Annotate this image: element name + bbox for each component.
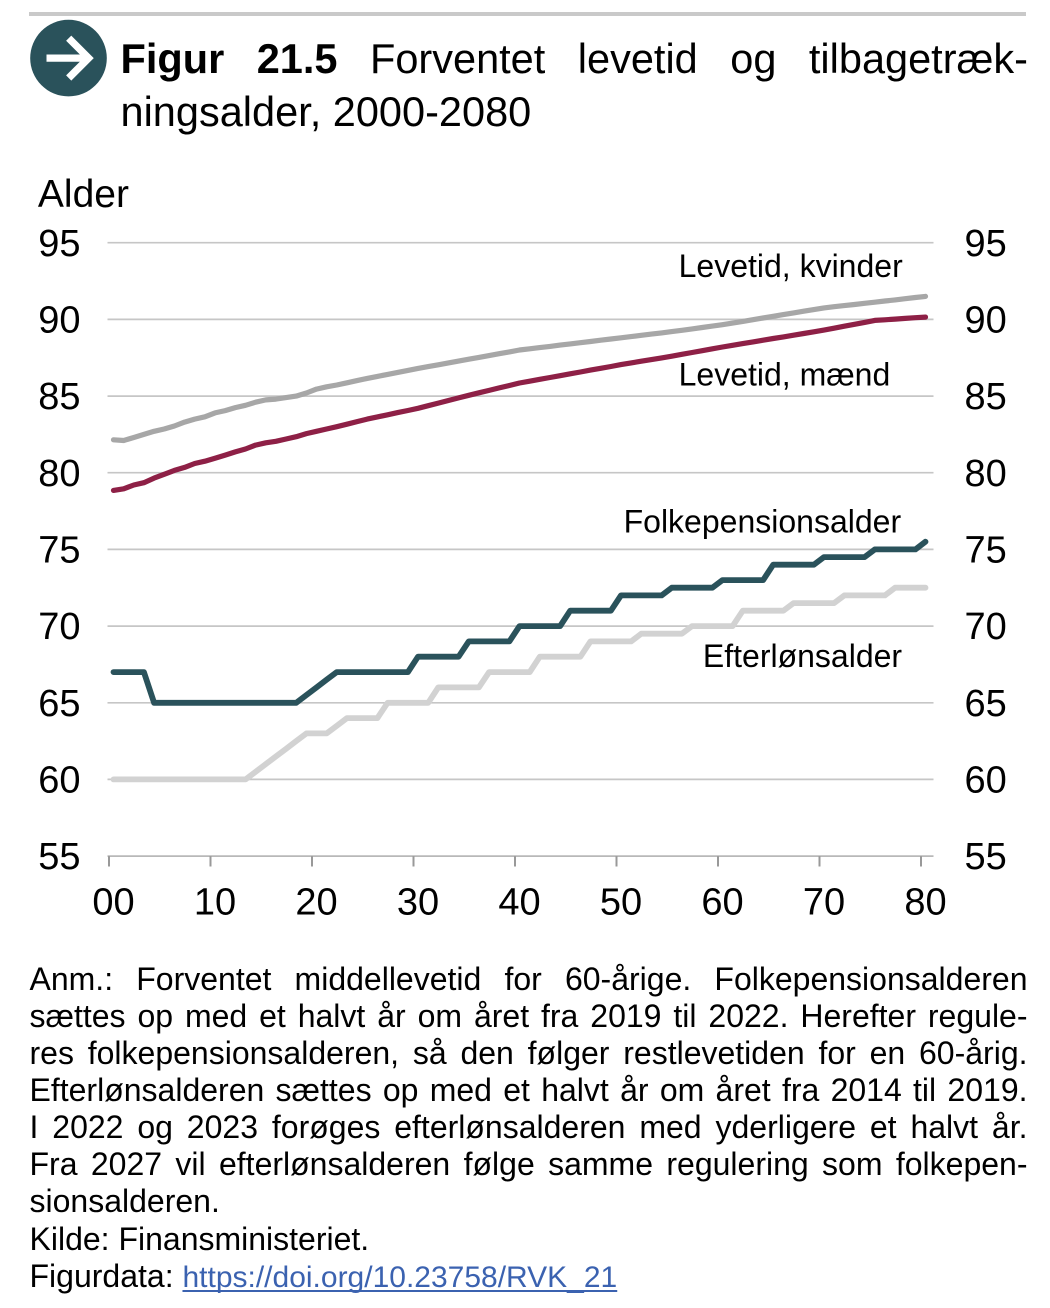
svg-text:90: 90 — [38, 300, 80, 342]
svg-text:65: 65 — [38, 683, 80, 725]
svg-text:70: 70 — [965, 606, 1007, 648]
svg-text:70: 70 — [803, 882, 845, 924]
svg-text:60: 60 — [38, 760, 80, 802]
svg-text:10: 10 — [194, 882, 236, 924]
svg-text:85: 85 — [38, 376, 80, 418]
svg-text:55: 55 — [38, 836, 80, 878]
svg-text:Alder: Alder — [38, 173, 129, 216]
svg-text:75: 75 — [38, 530, 80, 572]
svg-text:95: 95 — [38, 223, 80, 265]
svg-text:40: 40 — [498, 882, 540, 924]
svg-text:80: 80 — [38, 453, 80, 495]
svg-text:50: 50 — [600, 882, 642, 924]
svg-text:75: 75 — [965, 530, 1007, 572]
svg-text:Levetid, mænd: Levetid, mænd — [679, 357, 891, 393]
svg-text:00: 00 — [92, 882, 134, 924]
svg-text:60: 60 — [965, 760, 1007, 802]
svg-text:20: 20 — [295, 882, 337, 924]
svg-text:70: 70 — [38, 606, 80, 648]
svg-text:65: 65 — [965, 683, 1007, 725]
svg-text:95: 95 — [965, 223, 1007, 265]
svg-text:60: 60 — [701, 882, 743, 924]
svg-text:Efterlønsalder: Efterlønsalder — [703, 638, 903, 674]
svg-text:Levetid, kvinder: Levetid, kvinder — [679, 248, 903, 284]
svg-text:80: 80 — [904, 882, 946, 924]
svg-text:90: 90 — [965, 300, 1007, 342]
svg-text:55: 55 — [965, 836, 1007, 878]
svg-text:30: 30 — [397, 882, 439, 924]
svg-text:Folkepensionsalder: Folkepensionsalder — [624, 504, 902, 540]
svg-text:85: 85 — [965, 376, 1007, 418]
svg-text:80: 80 — [965, 453, 1007, 495]
